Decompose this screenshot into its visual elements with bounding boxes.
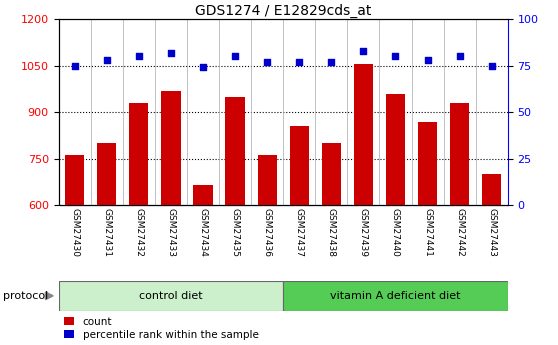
Bar bbox=[283, 281, 508, 310]
Bar bbox=[161, 91, 181, 205]
Text: GSM27431: GSM27431 bbox=[102, 208, 111, 257]
Point bbox=[102, 57, 111, 63]
Point bbox=[263, 59, 272, 65]
Text: GSM27443: GSM27443 bbox=[487, 208, 496, 256]
Point bbox=[295, 59, 304, 65]
Point bbox=[327, 59, 336, 65]
Bar bbox=[257, 155, 277, 205]
Text: protocol: protocol bbox=[3, 291, 48, 301]
Text: control diet: control diet bbox=[139, 291, 203, 301]
Text: GSM27437: GSM27437 bbox=[295, 208, 304, 257]
Point bbox=[166, 50, 175, 55]
Text: GSM27435: GSM27435 bbox=[230, 208, 239, 257]
Point bbox=[70, 63, 79, 68]
Title: GDS1274 / E12829cds_at: GDS1274 / E12829cds_at bbox=[195, 4, 372, 18]
Text: GSM27433: GSM27433 bbox=[166, 208, 175, 257]
Text: GSM27441: GSM27441 bbox=[423, 208, 432, 256]
Bar bbox=[386, 94, 405, 205]
Point bbox=[199, 65, 208, 70]
Point bbox=[423, 57, 432, 63]
Text: GSM27438: GSM27438 bbox=[327, 208, 336, 257]
Point bbox=[230, 53, 239, 59]
Text: GSM27436: GSM27436 bbox=[263, 208, 272, 257]
Bar bbox=[225, 97, 244, 205]
Point bbox=[134, 53, 143, 59]
Bar bbox=[97, 143, 116, 205]
Bar bbox=[194, 185, 213, 205]
Text: GSM27440: GSM27440 bbox=[391, 208, 400, 256]
Bar bbox=[418, 122, 437, 205]
Point bbox=[455, 53, 464, 59]
Bar bbox=[290, 126, 309, 205]
Point bbox=[359, 48, 368, 53]
Bar bbox=[321, 143, 341, 205]
Point bbox=[487, 63, 496, 68]
Text: GSM27442: GSM27442 bbox=[455, 208, 464, 256]
Bar bbox=[129, 103, 148, 205]
Bar bbox=[59, 281, 283, 310]
Text: vitamin A deficient diet: vitamin A deficient diet bbox=[330, 291, 461, 301]
Text: GSM27430: GSM27430 bbox=[70, 208, 79, 257]
Bar bbox=[65, 155, 84, 205]
Legend: count, percentile rank within the sample: count, percentile rank within the sample bbox=[64, 317, 258, 340]
Bar bbox=[482, 174, 501, 205]
Text: GSM27439: GSM27439 bbox=[359, 208, 368, 257]
Bar bbox=[354, 64, 373, 205]
Text: GSM27432: GSM27432 bbox=[134, 208, 143, 256]
Text: GSM27434: GSM27434 bbox=[199, 208, 208, 256]
Point bbox=[391, 53, 400, 59]
Bar bbox=[450, 103, 469, 205]
